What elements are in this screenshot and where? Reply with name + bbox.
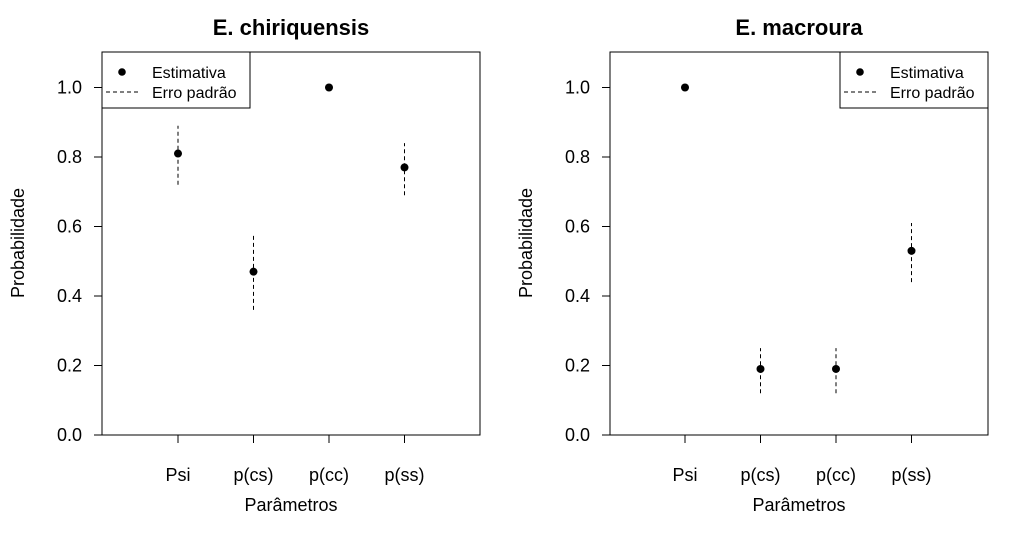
y-tick-label: 0.2 xyxy=(57,356,82,376)
chart-panel-macroura: E. macroura 0.0 0.2 0.4 0.6 0.8 1.0 Psi p(cs) p… xyxy=(516,15,989,515)
x-tick-label: p(cc) xyxy=(816,465,856,485)
data-marks xyxy=(681,83,916,394)
y-tick-label: 0.8 xyxy=(565,147,590,167)
y-tick-label: 0.4 xyxy=(565,286,590,306)
estimate-point xyxy=(681,83,689,92)
y-tick-label: 0.6 xyxy=(57,217,82,237)
estimate-point xyxy=(832,364,840,373)
y-tick-label: 0.4 xyxy=(57,286,82,306)
legend-entry-erro-padrao: Erro padrão xyxy=(890,85,975,102)
chart-title: E. macroura xyxy=(735,15,863,40)
chart-title: E. chiriquensis xyxy=(213,15,370,40)
data-marks xyxy=(174,83,409,310)
legend-entry-estimativa: Estimativa xyxy=(152,65,226,82)
estimate-point xyxy=(249,267,258,276)
y-axis: 0.0 0.2 0.4 0.6 0.8 1.0 xyxy=(565,78,610,445)
legend-entry-erro-padrao: Erro padrão xyxy=(152,85,237,102)
plot-frame xyxy=(609,51,989,436)
x-axis-title: Parâmetros xyxy=(244,495,337,515)
legend-entry-estimativa: Estimativa xyxy=(890,65,964,82)
y-tick-label: 0.0 xyxy=(57,425,82,445)
estimate-point xyxy=(400,163,409,172)
y-tick-label: 0.8 xyxy=(57,147,82,167)
y-tick-label: 0.0 xyxy=(565,425,590,445)
x-axis: Psi p(cs) p(cc) p(ss) xyxy=(165,435,425,485)
plot-frame xyxy=(101,51,481,436)
x-axis: Psi p(cs) p(cc) p(ss) xyxy=(672,435,932,485)
x-tick-label: Psi xyxy=(672,465,697,485)
x-tick-label: p(cs) xyxy=(234,465,274,485)
legend-box xyxy=(101,51,251,109)
x-tick-label: p(cc) xyxy=(309,465,349,485)
y-tick-label: 0.2 xyxy=(565,356,590,376)
y-axis: 0.0 0.2 0.4 0.6 0.8 1.0 xyxy=(57,78,102,445)
x-tick-label: p(cs) xyxy=(741,465,781,485)
estimate-point xyxy=(756,364,765,373)
x-tick-label: p(ss) xyxy=(892,465,932,485)
x-axis-title: Parâmetros xyxy=(752,495,845,515)
legend-point-symbol xyxy=(856,68,864,76)
chart-panel-chiriquensis: E. chiriquensis 0.0 0.2 0.4 0.6 0.8 1.0 Psi p(… xyxy=(8,15,481,515)
estimate-point xyxy=(325,83,333,92)
estimate-point xyxy=(174,149,182,158)
legend-point-symbol xyxy=(118,68,126,76)
legend: Estimativa Erro padrão xyxy=(839,51,989,109)
x-tick-label: Psi xyxy=(165,465,190,485)
y-tick-label: 1.0 xyxy=(565,78,590,98)
x-tick-label: p(ss) xyxy=(385,465,425,485)
legend-box xyxy=(839,51,989,109)
y-axis-title: Probabilidade xyxy=(8,188,28,298)
y-axis-title: Probabilidade xyxy=(516,188,536,298)
y-tick-label: 0.6 xyxy=(565,217,590,237)
legend: Estimativa Erro padrão xyxy=(101,51,251,109)
y-tick-label: 1.0 xyxy=(57,78,82,98)
estimate-point xyxy=(907,246,916,255)
